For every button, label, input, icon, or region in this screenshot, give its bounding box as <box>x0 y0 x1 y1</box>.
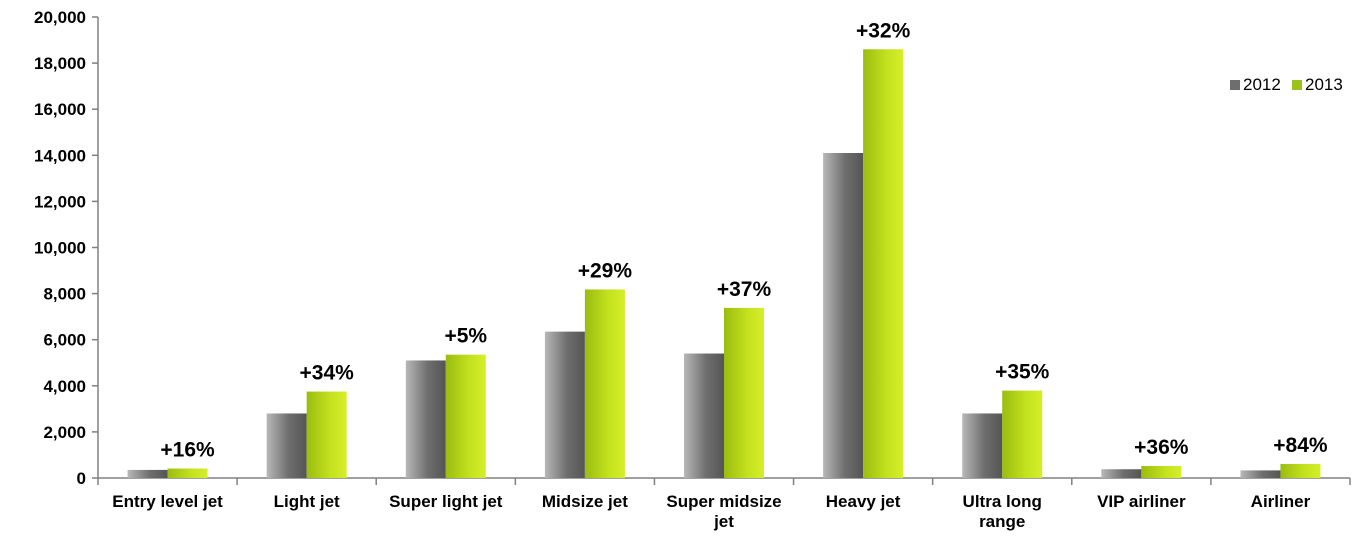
bar-2013 <box>1141 466 1182 478</box>
bar-2012 <box>1101 469 1142 478</box>
change-annotation: +32% <box>856 19 911 42</box>
bar-2013 <box>584 289 625 478</box>
legend-label: 2012 <box>1243 75 1281 94</box>
bar-2012 <box>266 413 307 478</box>
change-annotation: +36% <box>1134 436 1189 459</box>
labels: Entry level jet Light jet Super light jet M… <box>112 19 1328 531</box>
x-tick-label: Airliner <box>1251 492 1311 511</box>
x-tick-label: Super light jet <box>389 492 503 511</box>
change-annotation: +37% <box>717 278 772 301</box>
bar-2012 <box>962 413 1003 478</box>
bar-2013 <box>445 354 486 478</box>
change-annotation: +35% <box>995 361 1050 384</box>
y-tick-label: 10,000 <box>34 239 86 258</box>
x-tick-label: Super midsize jet <box>666 492 781 531</box>
y-tick-label: 4,000 <box>43 377 86 396</box>
y-tick-label: 8,000 <box>43 285 86 304</box>
bar-2013 <box>306 391 347 478</box>
change-annotation: +29% <box>578 259 633 282</box>
y-tick-label: 18,000 <box>34 54 86 73</box>
x-tick-label: Entry level jet <box>112 492 223 511</box>
bar-2012 <box>1240 470 1281 478</box>
x-tick-label: Ultra long range <box>963 492 1042 531</box>
change-annotation: +34% <box>300 362 355 385</box>
change-annotation: +5% <box>444 325 487 348</box>
y-tick-label: 14,000 <box>34 146 86 165</box>
axes: 0 2,000 4,000 6,000 8,000 10,000 12,000 14,000 1… <box>34 8 1351 488</box>
change-annotation: +16% <box>160 439 215 462</box>
legend-swatch-2012 <box>1230 80 1240 90</box>
x-tick-label: Heavy jet <box>826 492 901 511</box>
x-tick-label: Light jet <box>274 492 340 511</box>
bar-2013 <box>1280 463 1321 478</box>
x-tick-label: Midsize jet <box>542 492 628 511</box>
y-tick-label: 0 <box>77 469 86 488</box>
legend: 2012 2013 <box>1230 75 1343 94</box>
bar-2013 <box>724 307 764 478</box>
bar-2012 <box>823 152 864 478</box>
bar-2013 <box>167 468 208 478</box>
x-tick-label: VIP airliner <box>1097 492 1186 511</box>
bar-2012 <box>684 353 724 478</box>
change-annotation: +84% <box>1273 434 1328 457</box>
legend-label: 2013 <box>1305 75 1343 94</box>
y-tick-label: 16,000 <box>34 100 86 119</box>
legend-swatch-2013 <box>1292 80 1302 90</box>
bar-2013 <box>863 49 904 479</box>
y-tick-label: 2,000 <box>43 423 86 442</box>
y-tick-label: 6,000 <box>43 331 86 350</box>
y-tick-label: 12,000 <box>34 192 86 211</box>
bars <box>127 49 1321 479</box>
y-tick-label: 20,000 <box>34 8 86 27</box>
bar-2013 <box>1002 390 1043 478</box>
bar-2012 <box>127 469 168 478</box>
bar-2012 <box>544 331 585 478</box>
bar-2012 <box>405 360 446 478</box>
